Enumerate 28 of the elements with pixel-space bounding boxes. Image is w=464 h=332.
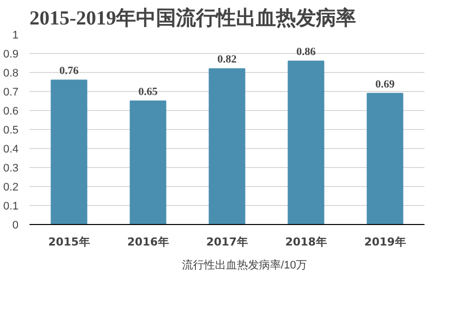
y-tick-label: 0.8 bbox=[3, 68, 19, 80]
y-tick-label: 0.2 bbox=[3, 182, 19, 194]
bar bbox=[130, 100, 166, 224]
data-label: 0.86 bbox=[296, 46, 316, 58]
y-tick-label: 0.9 bbox=[3, 48, 19, 60]
bar bbox=[288, 60, 324, 224]
y-tick-label: 0.5 bbox=[3, 124, 19, 136]
y-tick-label: 0.6 bbox=[3, 106, 19, 118]
x-tick-label: 2015年 bbox=[48, 236, 90, 248]
x-tick-label: 2016年 bbox=[127, 236, 169, 248]
bar bbox=[366, 92, 404, 224]
y-tick-label: 0.7 bbox=[3, 86, 19, 98]
y-tick-label: 0 bbox=[12, 220, 19, 232]
text: 流行性出血热发病率/10万 bbox=[182, 258, 308, 272]
y-tick-label: 0.4 bbox=[3, 144, 19, 156]
chart-title: 2015-2019年中国流行性出血热发病率 bbox=[30, 6, 356, 30]
y-tick-label: 0.3 bbox=[3, 162, 19, 174]
data-label: 0.69 bbox=[375, 78, 396, 90]
x-tick-label: 2017年 bbox=[206, 236, 248, 248]
data-label: 0.76 bbox=[59, 65, 80, 78]
x-tick-label: 2019年 bbox=[364, 236, 406, 248]
x-tick-label: 2018年 bbox=[285, 236, 327, 248]
bar bbox=[50, 80, 88, 224]
data-label: 0.82 bbox=[217, 54, 238, 66]
y-tick-label: 1 bbox=[12, 30, 19, 42]
data-label: 0.65 bbox=[138, 86, 158, 98]
bar bbox=[208, 68, 246, 224]
y-tick-label: 0.1 bbox=[3, 200, 19, 212]
